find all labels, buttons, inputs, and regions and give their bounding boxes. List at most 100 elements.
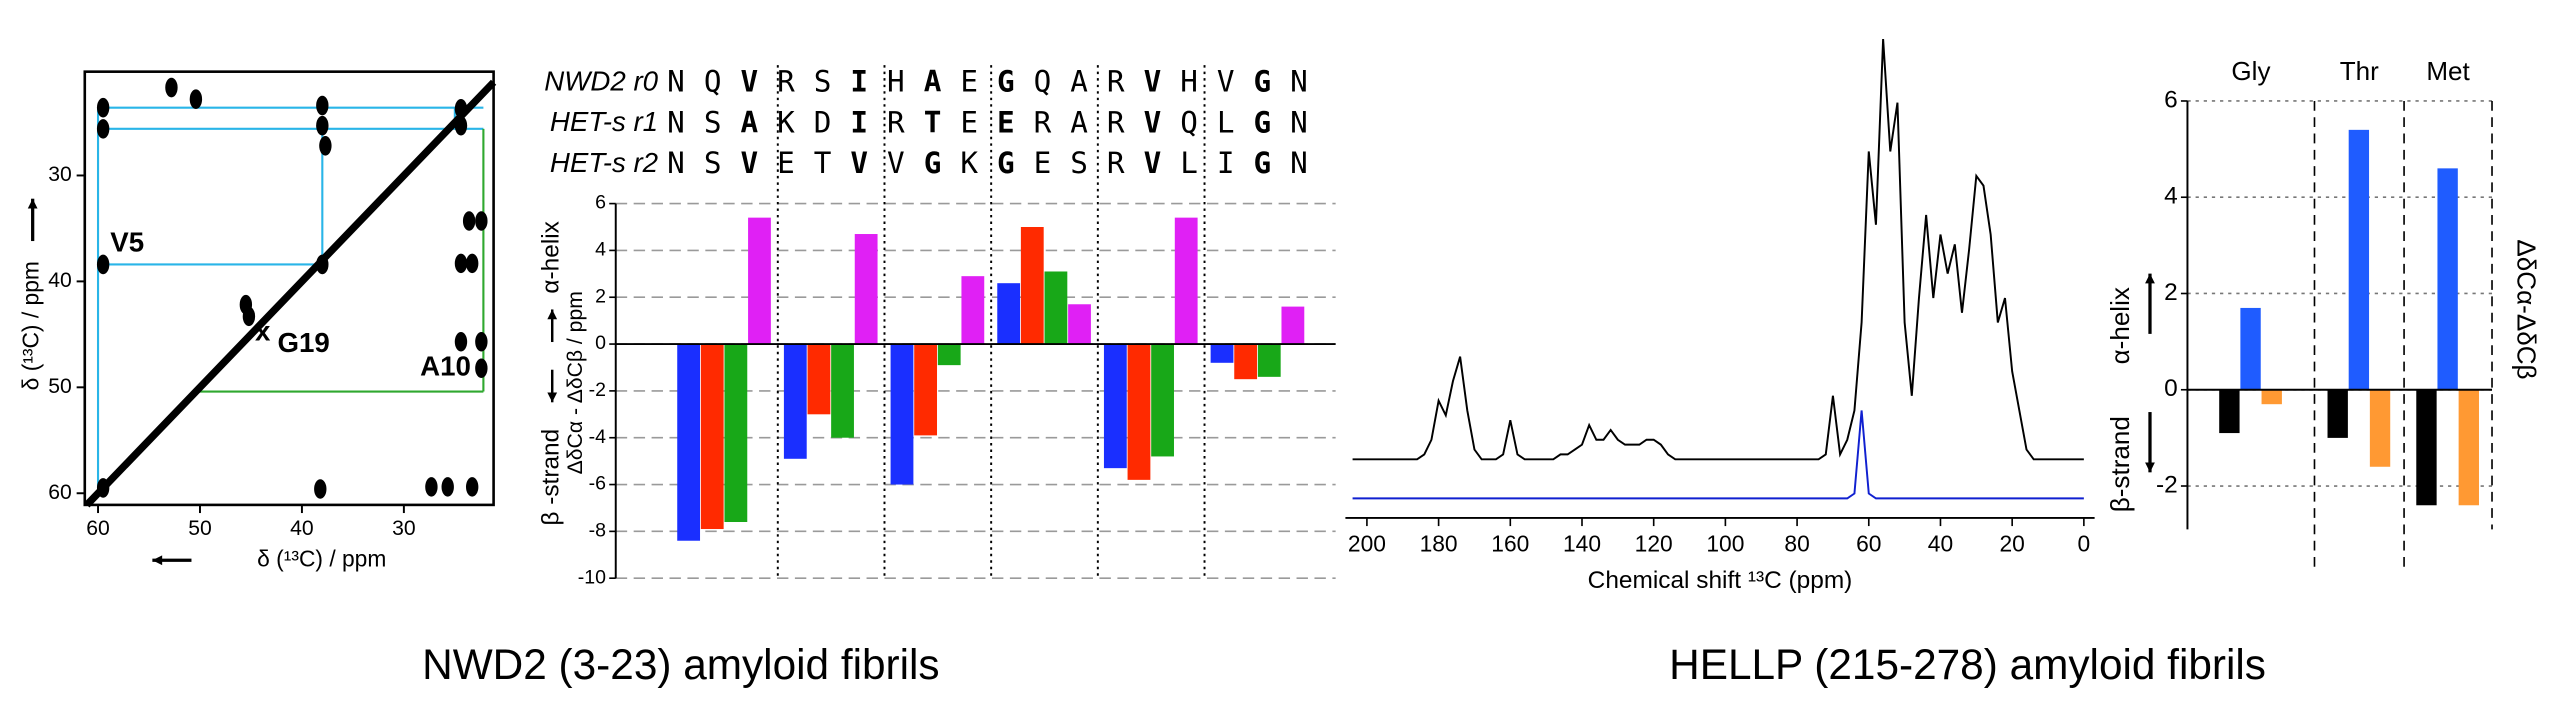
residue: G <box>1254 65 1272 99</box>
peak <box>465 253 479 274</box>
peak <box>316 115 329 136</box>
bar <box>2348 129 2370 390</box>
peak <box>165 77 178 98</box>
residue: N <box>1290 146 1308 180</box>
residue: N <box>667 105 685 139</box>
peak <box>189 89 203 109</box>
bar <box>2416 389 2437 506</box>
annotation: x <box>255 316 271 347</box>
residue: S <box>704 105 722 139</box>
peak <box>96 97 110 118</box>
helix-label: α-helix <box>2105 287 2135 364</box>
y-tick-label: 4 <box>595 239 606 261</box>
peak <box>475 358 488 379</box>
residue: V <box>1217 65 1235 99</box>
y-axis-label: ΔδCα-ΔδCβ <box>2512 239 2542 379</box>
y-tick-label: -8 <box>589 520 607 542</box>
x-tick-label: 20 <box>1999 531 2024 557</box>
x-tick-label: 120 <box>1635 531 1673 557</box>
residue: S <box>704 146 722 180</box>
x-tick-label: 200 <box>1348 531 1386 557</box>
trace <box>1352 410 2084 500</box>
x-tick-label: 0 <box>2078 531 2091 557</box>
annotation: G19 <box>277 327 329 358</box>
residue: A <box>740 105 758 139</box>
sequence-name: HET-s r2 <box>550 147 658 178</box>
x-tick-label: 50 <box>188 517 212 540</box>
residue: I <box>850 65 868 99</box>
annotation: A10 <box>420 351 471 382</box>
peak <box>316 95 329 116</box>
bar <box>831 344 854 438</box>
bar <box>1127 344 1151 480</box>
residue: G <box>1254 105 1272 139</box>
peak <box>96 478 110 498</box>
peak <box>425 477 438 497</box>
y-axis-label: δ (¹³C) / ppm <box>18 261 44 390</box>
x-tick-label: 180 <box>1420 531 1458 557</box>
residue: A <box>924 65 942 99</box>
sequence-name: NWD2 r0 <box>544 65 658 96</box>
x-tick-label: 160 <box>1491 531 1529 557</box>
residue: V <box>740 65 758 99</box>
x-tick-label: 80 <box>1784 531 1809 557</box>
y-tick-label: 40 <box>48 269 72 292</box>
peak <box>465 477 479 497</box>
x-axis-label: Chemical shift ¹³C (ppm) <box>1588 567 1853 594</box>
helix-label: α-helix <box>538 221 565 293</box>
y-tick-label: 30 <box>48 163 72 186</box>
bar <box>1044 271 1068 345</box>
bar <box>748 217 771 345</box>
y-tick-label: 2 <box>2164 279 2178 306</box>
x-tick-label: 60 <box>86 517 110 540</box>
annotation: V5 <box>110 227 144 258</box>
peak <box>454 253 468 274</box>
bar <box>1020 227 1044 345</box>
bar <box>724 344 748 523</box>
y-tick-label: 0 <box>595 332 606 354</box>
diagonal <box>84 79 497 508</box>
y-tick-label: 6 <box>2164 86 2178 113</box>
residue: Q <box>704 65 722 99</box>
residue: R <box>777 65 795 99</box>
residue: N <box>1290 65 1308 99</box>
y-tick-label: -2 <box>589 379 606 401</box>
plot-frame <box>83 70 495 507</box>
residue: R <box>887 105 905 139</box>
bar <box>1281 306 1305 345</box>
peak <box>96 254 110 275</box>
peak <box>314 479 327 499</box>
bar <box>1257 344 1281 377</box>
arrow-head <box>2145 273 2155 284</box>
residue: E <box>960 105 978 139</box>
residue: A <box>1070 105 1088 139</box>
y-tick-label: 50 <box>48 375 72 398</box>
peak <box>454 332 468 352</box>
residue: G <box>924 146 942 180</box>
residue: H <box>887 65 905 99</box>
x-tick-label: 40 <box>1928 531 1953 557</box>
residue: E <box>777 146 795 180</box>
residue: V <box>1144 146 1162 180</box>
residue: N <box>667 146 685 180</box>
residue: N <box>667 65 685 99</box>
bar <box>677 344 701 541</box>
bar <box>2369 389 2391 467</box>
y-tick-label: -6 <box>589 473 606 495</box>
bar <box>961 276 985 345</box>
strand-label: β-strand <box>2105 416 2135 512</box>
y-tick-label: 2 <box>595 285 606 307</box>
y-tick-label: 6 <box>595 192 606 214</box>
residue: K <box>777 105 795 139</box>
x-tick-label: 100 <box>1706 531 1744 557</box>
arrow-head <box>2145 462 2155 473</box>
trace <box>1352 39 2084 461</box>
peak <box>454 115 468 136</box>
residue: T <box>924 105 942 139</box>
residue: R <box>1107 146 1125 180</box>
peak <box>316 254 329 275</box>
x-tick-label: 140 <box>1563 531 1601 557</box>
peak <box>319 136 332 156</box>
bar <box>783 344 807 459</box>
